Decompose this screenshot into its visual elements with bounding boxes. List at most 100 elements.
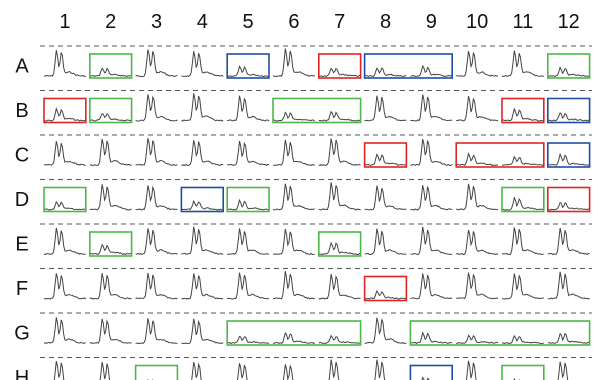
trace-C9	[410, 138, 453, 167]
trace-F7	[318, 273, 361, 300]
trace-G3	[135, 318, 178, 345]
trace-B8	[364, 95, 407, 122]
trace-B11	[501, 107, 544, 122]
trace-E6	[272, 228, 315, 256]
trace-C4	[181, 140, 224, 167]
trace-D5	[227, 198, 270, 211]
column-label-10: 10	[466, 11, 488, 33]
highlight-box-H11	[501, 364, 545, 380]
highlight-box-B1	[43, 97, 87, 124]
trace-C3	[135, 138, 178, 166]
row-label-D: D	[15, 189, 29, 211]
trace-C5	[227, 140, 269, 167]
trace-G1	[43, 317, 86, 344]
row-label-H: H	[15, 367, 29, 380]
highlight-box-B12	[546, 97, 591, 124]
row-label-B: B	[15, 100, 28, 122]
trace-G7	[318, 334, 361, 344]
trace-C11	[501, 155, 545, 167]
trace-B9	[410, 94, 453, 122]
trace-C12	[547, 152, 590, 166]
highlight-box-C8	[363, 142, 408, 168]
trace-F9	[410, 273, 453, 300]
column-label-1: 1	[59, 11, 70, 33]
highlight-box-A12	[546, 53, 591, 79]
trace-H7	[328, 359, 340, 380]
highlight-box-A2	[89, 53, 133, 79]
trace-B12	[547, 111, 590, 122]
highlight-box-A5	[226, 53, 270, 79]
trace-C10	[456, 152, 499, 167]
trace-D6	[272, 183, 315, 211]
highlight-box-D5	[226, 186, 270, 213]
trace-F10	[456, 272, 499, 300]
trace-F4	[181, 273, 224, 300]
trace-A9	[410, 64, 453, 77]
trace-H10	[465, 360, 477, 380]
trace-F11	[501, 273, 544, 300]
trace-F2	[89, 273, 132, 300]
trace-A1	[43, 50, 87, 78]
trace-B6	[272, 111, 316, 122]
trace-H6	[282, 364, 294, 380]
well-traces	[43, 48, 590, 380]
trace-A11	[501, 50, 544, 78]
trace-E12	[547, 227, 590, 256]
highlight-box-C12	[546, 142, 591, 168]
column-label-3: 3	[151, 11, 162, 33]
trace-B1	[43, 107, 86, 122]
trace-D8	[364, 185, 407, 211]
trace-E11	[501, 227, 544, 256]
row-baselines	[40, 45, 592, 358]
trace-D7	[318, 182, 361, 211]
highlight-box-G9-12	[409, 320, 591, 346]
highlight-box-D4	[180, 186, 224, 213]
trace-H8	[374, 359, 386, 380]
trace-B7	[318, 110, 361, 122]
trace-H12	[557, 361, 569, 380]
column-label-4: 4	[197, 11, 208, 33]
trace-A3	[135, 49, 178, 78]
highlight-box-B6-7	[272, 97, 362, 124]
trace-G4	[181, 318, 224, 345]
highlight-box-B11	[501, 97, 545, 124]
trace-B4	[181, 93, 224, 122]
highlight-box-E7	[317, 231, 362, 257]
row-label-A: A	[15, 55, 29, 77]
trace-A5	[227, 65, 270, 78]
trace-E3	[135, 228, 178, 256]
column-label-2: 2	[105, 11, 116, 33]
column-label-11: 11	[513, 11, 534, 33]
trace-H1	[53, 360, 65, 380]
highlight-box-D11	[501, 186, 545, 213]
row-label-C: C	[15, 144, 29, 166]
trace-F1	[43, 273, 87, 300]
column-label-8: 8	[380, 11, 391, 33]
highlight-box-F8	[363, 275, 408, 302]
highlight-box-A8-9	[363, 53, 454, 79]
trace-C2	[89, 138, 132, 167]
trace-A12	[547, 66, 590, 77]
trace-A4	[181, 51, 224, 78]
trace-C1	[43, 141, 86, 166]
highlight-box-E2	[89, 231, 133, 257]
trace-G6	[272, 332, 316, 345]
row-label-E: E	[15, 233, 28, 255]
trace-D3	[135, 185, 178, 211]
trace-G11	[501, 334, 544, 345]
trace-E4	[181, 226, 224, 255]
trace-G9	[410, 331, 453, 345]
trace-F12	[547, 271, 590, 300]
trace-E7	[318, 241, 361, 256]
column-labels: 1 2 3 4 5 6 7 8 9 10 11 12	[59, 11, 579, 33]
trace-B2	[89, 112, 132, 122]
trace-F3	[135, 272, 178, 300]
trace-F8	[364, 289, 407, 300]
trace-H5	[236, 363, 248, 380]
trace-D9	[410, 185, 453, 211]
highlight-box-G5-7	[226, 320, 362, 346]
trace-G12	[547, 332, 590, 344]
trace-D10	[456, 183, 499, 211]
trace-E1	[43, 227, 86, 256]
